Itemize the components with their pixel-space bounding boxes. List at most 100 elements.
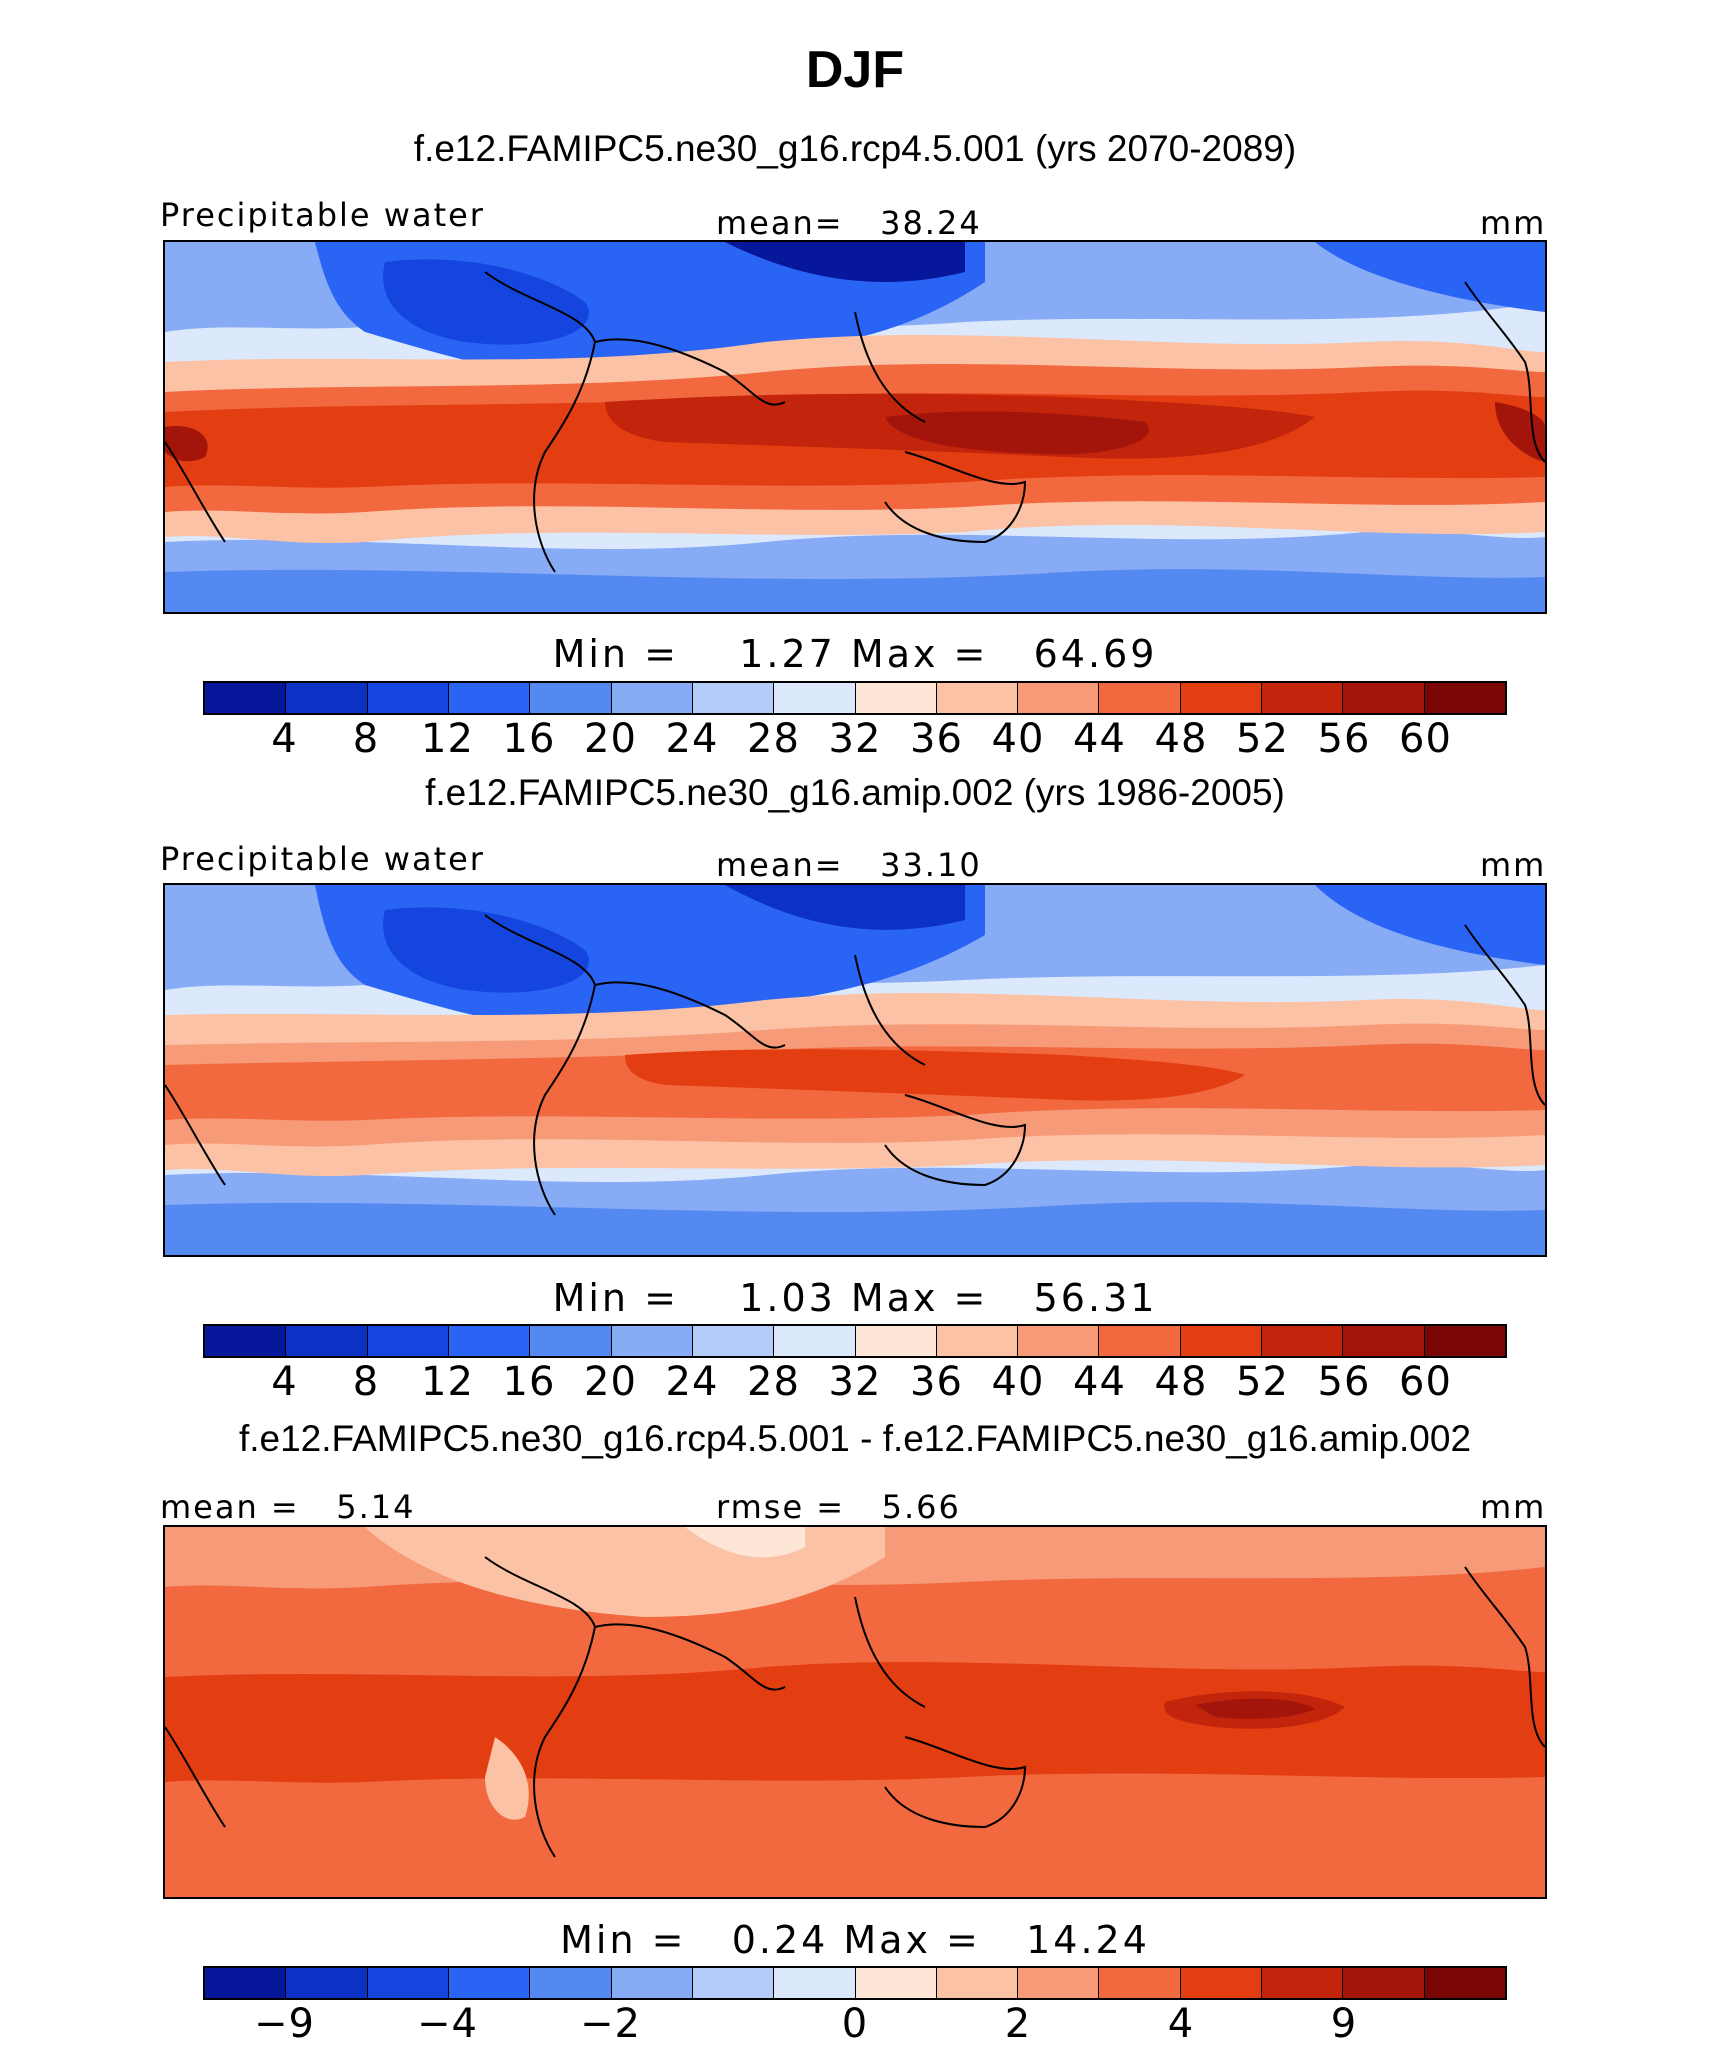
panel-1-map bbox=[163, 240, 1547, 614]
panel-3-colorbar-ticks: −9 −4 −2 0 2 4 9 bbox=[203, 2001, 1507, 2049]
panel-3-case-title: f.e12.FAMIPC5.ne30_g16.rcp4.5.001 - f.e1… bbox=[238, 1418, 1472, 1459]
panel-2-mean-label: mean= 33.10 bbox=[716, 846, 982, 884]
panel-2-min-max: Min = 1.03 Max = 56.31 bbox=[552, 1276, 1158, 1320]
colorbar-tick-label: 8 bbox=[352, 1359, 380, 1405]
colorbar-swatch bbox=[692, 1326, 775, 1356]
colorbar-swatch bbox=[1343, 1326, 1425, 1356]
colorbar-swatch bbox=[936, 1968, 1019, 1998]
panel-1-variable-label: Precipitable water bbox=[160, 196, 485, 234]
colorbar-tick-label: 28 bbox=[747, 716, 800, 762]
colorbar-tick-label: 8 bbox=[352, 716, 380, 762]
colorbar-swatch bbox=[367, 1326, 449, 1356]
colorbar-tick-label: 12 bbox=[421, 1359, 474, 1405]
colorbar-tick-label: 20 bbox=[584, 716, 637, 762]
colorbar-swatch bbox=[855, 1326, 937, 1356]
panel-3-units-label: mm bbox=[1480, 1488, 1547, 1526]
colorbar-tick-label: 4 bbox=[271, 1359, 298, 1405]
colorbar-swatch bbox=[286, 1326, 368, 1356]
panel-2-colorbar bbox=[203, 1324, 1507, 1358]
colorbar-tick-label: 60 bbox=[1399, 716, 1452, 762]
colorbar-swatch bbox=[692, 683, 775, 713]
colorbar-swatch bbox=[774, 683, 856, 713]
colorbar-tick-label: 56 bbox=[1317, 1359, 1371, 1405]
colorbar-swatch bbox=[1262, 1326, 1344, 1356]
colorbar-swatch bbox=[855, 1968, 937, 1998]
colorbar-swatch bbox=[1180, 683, 1263, 713]
colorbar-tick-label: 40 bbox=[991, 1359, 1045, 1405]
colorbar-swatch bbox=[855, 683, 937, 713]
panel-2-variable-label: Precipitable water bbox=[160, 840, 485, 878]
colorbar-swatch bbox=[1099, 683, 1181, 713]
colorbar-swatch bbox=[611, 683, 693, 713]
colorbar-swatch bbox=[530, 1968, 612, 1998]
colorbar-tick-label: 0 bbox=[841, 2001, 869, 2047]
colorbar-swatch bbox=[611, 1326, 693, 1356]
colorbar-swatch bbox=[1424, 683, 1505, 713]
panel-1-colorbar-ticks: 4 8 12 16 20 24 28 32 36 40 44 48 52 56 60 bbox=[203, 716, 1507, 764]
colorbar-swatch bbox=[1018, 1326, 1100, 1356]
colorbar-swatch bbox=[1424, 1968, 1505, 1998]
colorbar-swatch bbox=[1262, 683, 1344, 713]
colorbar-tick-label: 4 bbox=[271, 716, 298, 762]
colorbar-tick-label: 24 bbox=[665, 716, 719, 762]
colorbar-swatch bbox=[286, 1968, 368, 1998]
colorbar-swatch bbox=[1180, 1968, 1263, 1998]
panel-3-map-svg bbox=[165, 1527, 1545, 1897]
colorbar-tick-label: 32 bbox=[828, 1359, 882, 1405]
colorbar-tick-label: 60 bbox=[1399, 1359, 1452, 1405]
panel-3-map bbox=[163, 1525, 1547, 1899]
colorbar-swatch bbox=[286, 683, 368, 713]
panel-3-min-max: Min = 0.24 Max = 14.24 bbox=[560, 1918, 1150, 1962]
panel-3-mean-label: mean = 5.14 bbox=[160, 1488, 416, 1526]
colorbar-swatch bbox=[367, 683, 449, 713]
panel-1-colorbar bbox=[203, 681, 1507, 715]
colorbar-tick-label: 24 bbox=[665, 1359, 719, 1405]
panel-2-colorbar-ticks: 4 8 12 16 20 24 28 32 36 40 44 48 52 56 60 bbox=[203, 1359, 1507, 1407]
colorbar-tick-label: 36 bbox=[910, 1359, 963, 1405]
colorbar-swatch bbox=[448, 683, 531, 713]
colorbar-swatch bbox=[448, 1968, 531, 1998]
colorbar-swatch bbox=[936, 1326, 1019, 1356]
panel-2-map bbox=[163, 883, 1547, 1257]
colorbar-swatch bbox=[936, 683, 1019, 713]
colorbar-swatch bbox=[1180, 1326, 1263, 1356]
colorbar-tick-label: −2 bbox=[580, 2001, 641, 2047]
colorbar-tick-label: 28 bbox=[747, 1359, 800, 1405]
panel-2-map-svg bbox=[165, 885, 1545, 1255]
colorbar-swatch bbox=[774, 1968, 856, 1998]
colorbar-tick-label: 36 bbox=[910, 716, 963, 762]
panel-3-rmse-label: rmse = 5.66 bbox=[716, 1488, 961, 1526]
colorbar-tick-label: −4 bbox=[417, 2001, 478, 2047]
panel-2-units-label: mm bbox=[1480, 846, 1547, 884]
colorbar-tick-label: −9 bbox=[254, 2001, 315, 2047]
panel-1-case-title: f.e12.FAMIPC5.ne30_g16.rcp4.5.001 (yrs 2… bbox=[413, 128, 1297, 169]
colorbar-swatch bbox=[1099, 1968, 1181, 1998]
colorbar-swatch bbox=[1018, 683, 1100, 713]
colorbar-swatch bbox=[774, 1326, 856, 1356]
colorbar-swatch bbox=[611, 1968, 693, 1998]
colorbar-swatch bbox=[205, 1968, 287, 1998]
colorbar-swatch bbox=[205, 1326, 287, 1356]
colorbar-tick-label: 56 bbox=[1317, 716, 1371, 762]
panel-1-mean-label: mean= 38.24 bbox=[716, 204, 982, 242]
colorbar-swatch bbox=[1343, 1968, 1425, 1998]
colorbar-swatch bbox=[448, 1326, 531, 1356]
figure-title: DJF bbox=[805, 41, 905, 99]
colorbar-tick-label: 9 bbox=[1330, 2001, 1358, 2047]
colorbar-tick-label: 52 bbox=[1236, 1359, 1289, 1405]
panel-1-map-svg bbox=[165, 242, 1545, 612]
colorbar-tick-label: 44 bbox=[1073, 716, 1126, 762]
colorbar-tick-label: 20 bbox=[584, 1359, 637, 1405]
colorbar-swatch bbox=[205, 683, 287, 713]
colorbar-tick-label: 16 bbox=[502, 716, 556, 762]
colorbar-tick-label: 32 bbox=[828, 716, 882, 762]
colorbar-swatch bbox=[692, 1968, 775, 1998]
colorbar-tick-label: 48 bbox=[1154, 1359, 1208, 1405]
colorbar-tick-label: 40 bbox=[991, 716, 1045, 762]
colorbar-tick-label: 12 bbox=[421, 716, 474, 762]
colorbar-swatch bbox=[1262, 1968, 1344, 1998]
colorbar-tick-label: 16 bbox=[502, 1359, 556, 1405]
colorbar-swatch bbox=[1099, 1326, 1181, 1356]
panel-1-min-max: Min = 1.27 Max = 64.69 bbox=[552, 632, 1158, 676]
panel-3-colorbar bbox=[203, 1966, 1507, 2000]
